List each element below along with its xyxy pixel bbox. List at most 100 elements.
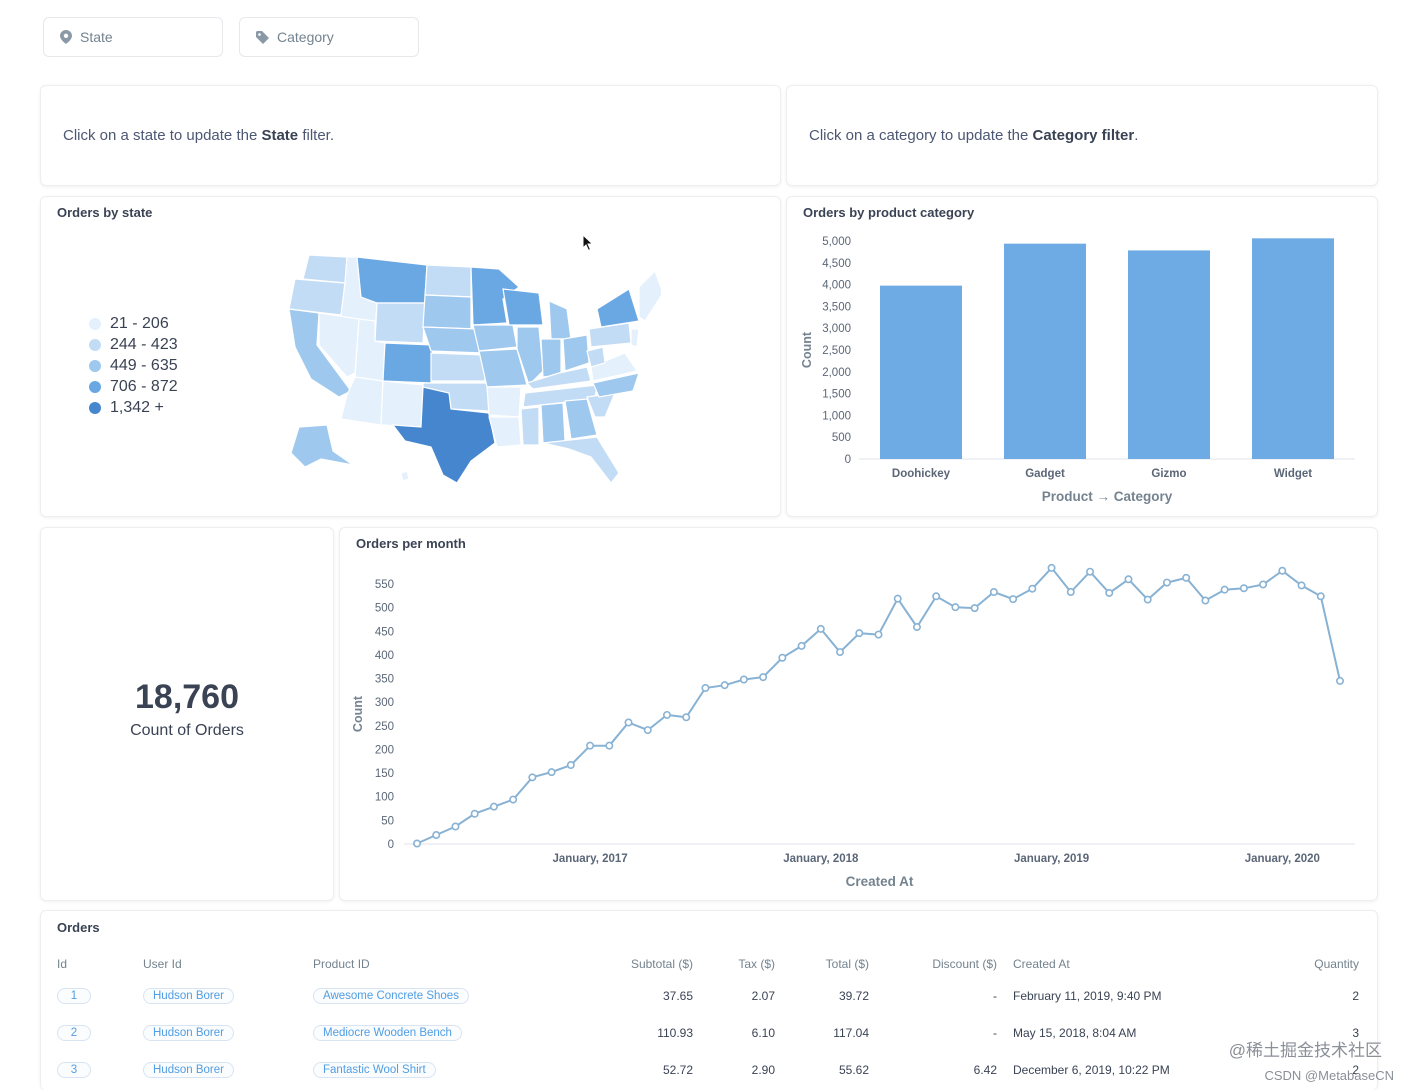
- data-point: [720, 681, 729, 690]
- column-header[interactable]: Subtotal ($): [630, 957, 693, 971]
- y-tick-label: 200: [375, 744, 394, 756]
- column-header[interactable]: Created At: [1013, 957, 1070, 971]
- state-texas[interactable]: [391, 386, 496, 484]
- product-link[interactable]: Awesome Concrete Shoes: [313, 987, 469, 1004]
- state-florida[interactable]: [542, 436, 620, 484]
- data-point: [1086, 567, 1095, 576]
- state-north-carolina[interactable]: [592, 372, 640, 398]
- table-header-row: Id User Id Product ID Subtotal ($) Tax (…: [49, 951, 1367, 977]
- data-point: [1066, 588, 1075, 597]
- order-id-link[interactable]: 1: [57, 987, 91, 1004]
- y-tick-label: 1,500: [822, 389, 851, 401]
- legend-swatch: [89, 317, 101, 330]
- x-tick-label: January, 2020: [1245, 853, 1320, 865]
- watermark-text: @稀土掘金技术社区: [1228, 1041, 1382, 1060]
- data-point: [586, 741, 595, 750]
- x-tick-label: January, 2017: [552, 853, 627, 865]
- column-header[interactable]: Id: [57, 957, 68, 971]
- table-row[interactable]: 2 Hudson Borer Mediocre Wooden Bench 110…: [49, 1014, 1367, 1051]
- category-filter[interactable]: Category: [239, 17, 419, 57]
- state-north-dakota[interactable]: [424, 264, 472, 298]
- state-wisconsin[interactable]: [502, 288, 544, 326]
- table-card-title: Orders: [57, 920, 100, 935]
- order-id-link[interactable]: 3: [57, 1061, 91, 1078]
- data-point: [1239, 584, 1248, 593]
- data-point: [836, 648, 845, 657]
- table-row[interactable]: 3 Hudson Borer Fantastic Wool Shirt 52.7…: [49, 1051, 1367, 1088]
- data-point: [1316, 592, 1325, 601]
- state-montana[interactable]: [356, 256, 428, 304]
- user-link[interactable]: Hudson Borer: [143, 1061, 234, 1078]
- created-at-cell: December 6, 2019, 10:22 PM: [1013, 1062, 1170, 1077]
- column-header[interactable]: Product ID: [313, 957, 370, 971]
- table-row[interactable]: 1 Hudson Borer Awesome Concrete Shoes 37…: [49, 977, 1367, 1014]
- state-mississippi[interactable]: [520, 406, 540, 446]
- y-tick-label: 3,500: [822, 301, 851, 313]
- tax-cell: 2.07: [751, 988, 775, 1003]
- state-kentucky[interactable]: [525, 366, 592, 390]
- state-iowa[interactable]: [472, 324, 518, 352]
- state-arkansas[interactable]: [486, 386, 522, 418]
- state-new-mexico[interactable]: [380, 380, 424, 428]
- state-text-card: Click on a state to update the State fil…: [40, 85, 781, 186]
- state-arizona[interactable]: [340, 376, 384, 426]
- category-text-card: Click on a category to update the Catego…: [786, 85, 1378, 186]
- state-virginia[interactable]: [590, 352, 638, 382]
- state-kansas[interactable]: [430, 352, 486, 382]
- order-id-link[interactable]: 2: [57, 1024, 91, 1041]
- state-new-jersey[interactable]: [630, 328, 640, 348]
- data-point: [489, 802, 498, 811]
- product-link[interactable]: Fantastic Wool Shirt: [313, 1061, 436, 1078]
- state-georgia[interactable]: [564, 398, 598, 440]
- cursor-icon: [582, 234, 594, 252]
- data-point: [624, 718, 633, 727]
- state-instruction: Click on a state to update the State fil…: [63, 127, 335, 144]
- state-missouri[interactable]: [478, 348, 528, 388]
- data-point: [759, 673, 768, 682]
- column-header[interactable]: Tax ($): [738, 957, 775, 971]
- state-colorado[interactable]: [382, 342, 434, 384]
- state-hawaii[interactable]: [400, 470, 410, 482]
- data-point: [547, 768, 556, 777]
- state-pennsylvania[interactable]: [588, 322, 632, 348]
- product-link[interactable]: Mediocre Wooden Bench: [313, 1024, 462, 1041]
- state-nevada[interactable]: [318, 312, 360, 378]
- state-indiana[interactable]: [540, 338, 562, 378]
- column-header[interactable]: Total ($): [825, 957, 869, 971]
- user-link[interactable]: Hudson Borer: [143, 987, 234, 1004]
- data-point: [1143, 595, 1152, 604]
- column-header[interactable]: Quantity: [1314, 957, 1359, 971]
- data-point: [1162, 578, 1171, 587]
- column-header[interactable]: Discount ($): [932, 957, 997, 971]
- state-ohio[interactable]: [562, 334, 590, 372]
- subtotal-cell: 110.93: [657, 1025, 693, 1040]
- x-tick-label: Widget: [1274, 468, 1312, 480]
- category-filter-label: Category: [277, 29, 334, 45]
- state-alabama[interactable]: [540, 402, 566, 444]
- y-tick-label: 500: [832, 432, 851, 444]
- state-south-dakota[interactable]: [422, 294, 472, 330]
- watermark-text: CSDN @MetabaseCN: [1264, 1068, 1394, 1083]
- bar-card-title: Orders by product category: [803, 205, 975, 220]
- state-west-virginia[interactable]: [586, 346, 606, 368]
- state-new-york[interactable]: [596, 288, 640, 328]
- us-state-map[interactable]: [281, 247, 661, 487]
- quantity-cell: 2: [1352, 988, 1359, 1003]
- bar: [880, 285, 962, 459]
- state-new-england[interactable]: [638, 269, 661, 322]
- x-tick-label: Gizmo: [1151, 468, 1186, 480]
- state-filter[interactable]: State: [43, 17, 223, 57]
- state-wyoming[interactable]: [374, 302, 426, 344]
- data-point: [682, 713, 691, 722]
- orders-table-card: Orders Id User Id Product ID Subtotal ($…: [40, 910, 1378, 1090]
- y-tick-label: 150: [375, 768, 394, 780]
- state-louisiana[interactable]: [488, 416, 522, 448]
- user-link[interactable]: Hudson Borer: [143, 1024, 234, 1041]
- tax-cell: 6.10: [751, 1025, 775, 1040]
- state-illinois[interactable]: [516, 326, 544, 387]
- state-alaska[interactable]: [290, 424, 354, 468]
- column-header[interactable]: User Id: [143, 957, 182, 971]
- x-axis-label: Product → Category: [1042, 489, 1173, 504]
- state-washington[interactable]: [302, 254, 348, 284]
- state-michigan[interactable]: [548, 300, 572, 340]
